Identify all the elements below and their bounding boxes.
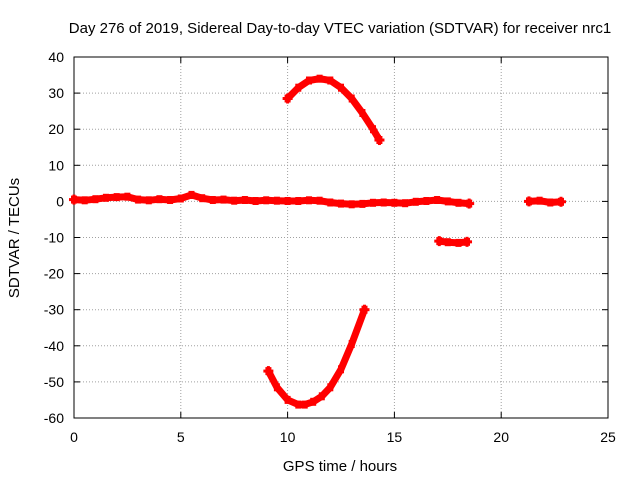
data-point	[295, 83, 302, 92]
data-point	[306, 196, 312, 205]
data-point	[348, 94, 355, 103]
data-point	[444, 197, 451, 206]
x-tick-label: 10	[280, 429, 296, 445]
data-point	[316, 196, 323, 205]
x-tick-label: 5	[177, 429, 185, 445]
data-point	[284, 395, 291, 404]
data-point	[177, 194, 184, 203]
y-tick-label: 0	[56, 193, 64, 209]
y-tick-label: -50	[44, 374, 64, 390]
series-segment-positive-arc	[282, 74, 385, 146]
data-point	[92, 195, 99, 204]
series-segment-flat-negative	[434, 236, 473, 247]
y-tick-label: 30	[48, 85, 64, 101]
data-point	[295, 197, 302, 205]
y-tick-label: 10	[48, 157, 64, 173]
data-point	[455, 198, 462, 207]
data-point	[348, 340, 355, 348]
data-point	[318, 392, 325, 401]
data-point	[263, 196, 270, 205]
data-point	[370, 198, 376, 207]
data-point	[145, 196, 152, 205]
data-point	[209, 196, 216, 204]
data-point	[273, 383, 280, 392]
data-point	[338, 83, 344, 92]
series-segment-late-zero	[523, 196, 567, 207]
data-point	[338, 199, 344, 208]
data-point	[547, 198, 554, 207]
data-point	[434, 196, 441, 204]
y-tick-label: 20	[48, 121, 64, 137]
data-point	[306, 76, 312, 85]
data-point	[188, 190, 195, 199]
data-point	[444, 238, 451, 247]
x-axis-label: GPS time / hours	[283, 458, 397, 475]
y-tick-label: 40	[48, 49, 64, 65]
data-point	[124, 192, 131, 201]
x-tick-label: 0	[70, 429, 78, 445]
y-tick-label: -40	[44, 338, 64, 354]
data-point	[220, 195, 227, 204]
data-point	[380, 198, 387, 207]
y-tick-label: -60	[44, 410, 64, 426]
series-line	[528, 197, 562, 206]
data-point	[402, 199, 409, 208]
data-point	[167, 196, 174, 204]
data-point	[359, 199, 366, 208]
data-point	[103, 193, 109, 202]
data-point	[412, 197, 419, 206]
data-point	[301, 400, 308, 409]
y-axis-label: SDTVAR / TECUs	[6, 178, 23, 298]
grid-lines	[74, 57, 608, 418]
x-tick-label: 25	[600, 429, 616, 445]
data-point	[199, 194, 206, 203]
data-point	[455, 238, 462, 247]
data-point	[348, 200, 355, 209]
data-point	[359, 109, 366, 117]
data-point	[423, 197, 430, 205]
data-point	[327, 383, 334, 392]
data-point	[156, 195, 163, 204]
chart-title: Day 276 of 2019, Sidereal Day-to-day VTE…	[69, 20, 611, 37]
data-point	[295, 400, 302, 409]
series-line	[73, 191, 470, 208]
y-tick-label: -20	[44, 266, 64, 282]
data-point	[113, 193, 120, 202]
data-point	[338, 365, 344, 374]
x-tick-label: 15	[387, 429, 403, 445]
y-tick-label: -10	[44, 230, 64, 246]
axis-ticks: 0 5 10 15 20 25 -60 -50 -40 -30 -20 -10 0 10 20 30 40	[44, 49, 616, 445]
data-point	[273, 196, 280, 205]
data-point	[241, 196, 248, 204]
data-point	[81, 196, 88, 205]
data-point	[316, 74, 323, 83]
series-baseline-noise	[69, 190, 475, 209]
data-point	[327, 76, 334, 85]
data-point	[327, 198, 334, 207]
data-point	[310, 397, 317, 406]
series-line	[285, 75, 383, 142]
y-tick-label: -30	[44, 302, 64, 318]
data-point	[135, 195, 142, 204]
data-point	[536, 196, 543, 205]
data-point	[284, 197, 291, 205]
series-layer	[69, 74, 567, 409]
data-point	[231, 196, 238, 205]
series-segment-negative-arc	[263, 304, 370, 409]
data-point	[370, 125, 376, 134]
data-point	[391, 198, 398, 207]
x-tick-label: 20	[493, 429, 509, 445]
series-line	[265, 308, 368, 409]
data-point	[252, 197, 259, 205]
